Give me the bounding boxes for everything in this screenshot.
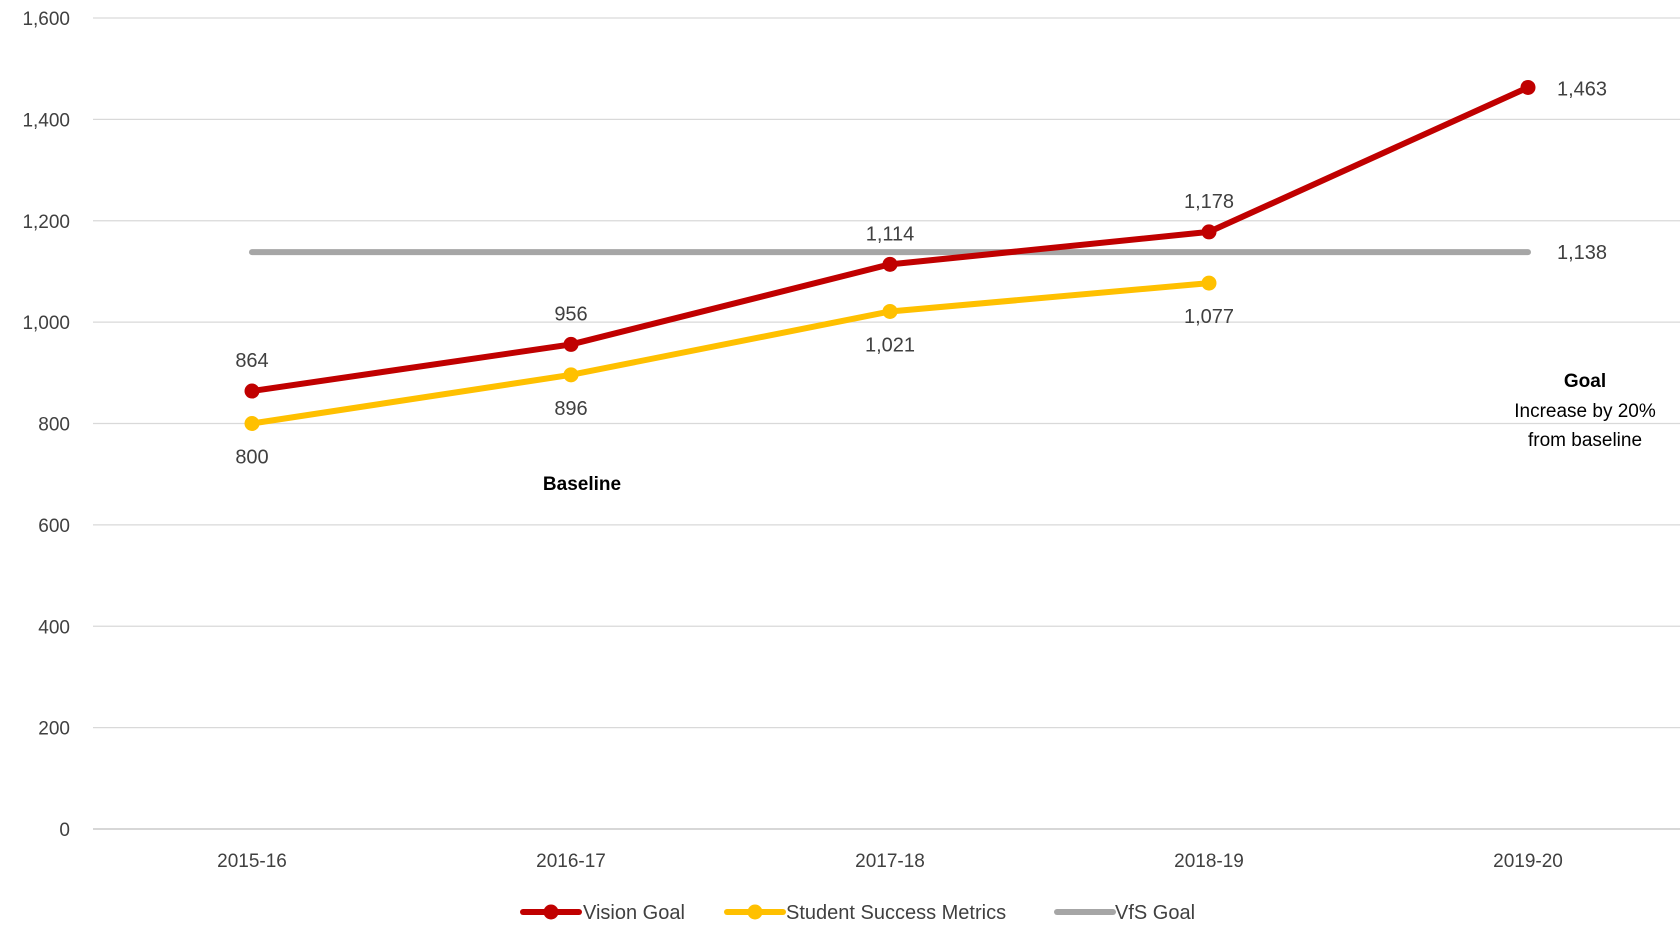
data-point-vision-goal [1520, 79, 1536, 95]
data-point-vision-goal [244, 383, 260, 399]
legend-marker-vision-goal [543, 904, 559, 920]
legend-label-student-success-metrics: Student Success Metrics [786, 902, 1006, 924]
series-line-student-success-metrics [249, 280, 1212, 427]
x-tick-label: 2019-20 [1493, 851, 1563, 872]
data-point-student-success-metrics [1201, 275, 1217, 291]
data-label-student-success-metrics: 1,021 [865, 334, 915, 356]
y-tick-label: 800 [38, 415, 70, 436]
data-label-vision-goal: 956 [554, 303, 587, 325]
data-label-student-success-metrics: 896 [554, 398, 587, 420]
goal-annotation-line2: from baseline [1528, 430, 1642, 451]
y-tick-label: 400 [38, 617, 70, 638]
data-point-vision-goal [563, 336, 579, 352]
legend-marker-student-success-metrics [747, 904, 763, 920]
data-label-student-success-metrics: 1,077 [1184, 306, 1234, 328]
data-labels: 864 956 1,114 1,178 1,463 800 896 1,021 1,077 1,1… [235, 78, 1607, 468]
data-point-vision-goal [1201, 224, 1217, 240]
data-label-vision-goal: 1,178 [1184, 191, 1234, 213]
x-axis: 2015-16 2016-17 2017-18 2018-19 2019-20 [217, 851, 1563, 872]
y-tick-label: 1,600 [22, 9, 70, 30]
data-point-vision-goal [882, 256, 898, 272]
data-point-student-success-metrics [882, 303, 898, 319]
x-tick-label: 2015-16 [217, 851, 287, 872]
data-point-student-success-metrics [244, 416, 260, 431]
data-label-student-success-metrics: 800 [235, 447, 268, 469]
legend-label-vfs-goal: VfS Goal [1115, 902, 1195, 924]
y-tick-label: 1,400 [22, 110, 70, 131]
legend-label-vision-goal: Vision Goal [583, 902, 685, 924]
data-label-vision-goal: 1,114 [866, 223, 915, 245]
data-label-vision-goal: 864 [235, 350, 268, 372]
y-tick-label: 600 [38, 516, 70, 537]
data-label-vfs-goal: 1,138 [1557, 242, 1607, 264]
baseline-annotation: Baseline [543, 474, 621, 495]
y-tick-label: 0 [59, 820, 70, 841]
x-tick-label: 2016-17 [536, 851, 606, 872]
goal-annotation-line1: Increase by 20% [1514, 401, 1656, 422]
x-tick-label: 2018-19 [1174, 851, 1244, 872]
legend: Vision Goal Student Success Metrics VfS Go… [520, 902, 1195, 924]
y-tick-label: 1,000 [22, 313, 70, 334]
series-layer [244, 79, 1536, 431]
y-tick-label: 1,200 [22, 212, 70, 233]
gridlines [93, 17, 1680, 830]
data-point-student-success-metrics [563, 367, 579, 383]
x-tick-label: 2017-18 [855, 851, 925, 872]
y-tick-label: 200 [38, 719, 70, 740]
y-axis: 0 200 400 600 800 1,000 1,200 1,400 1,600 [22, 9, 70, 841]
data-label-vision-goal: 1,463 [1557, 78, 1607, 100]
goal-annotation-title: Goal [1564, 371, 1606, 392]
